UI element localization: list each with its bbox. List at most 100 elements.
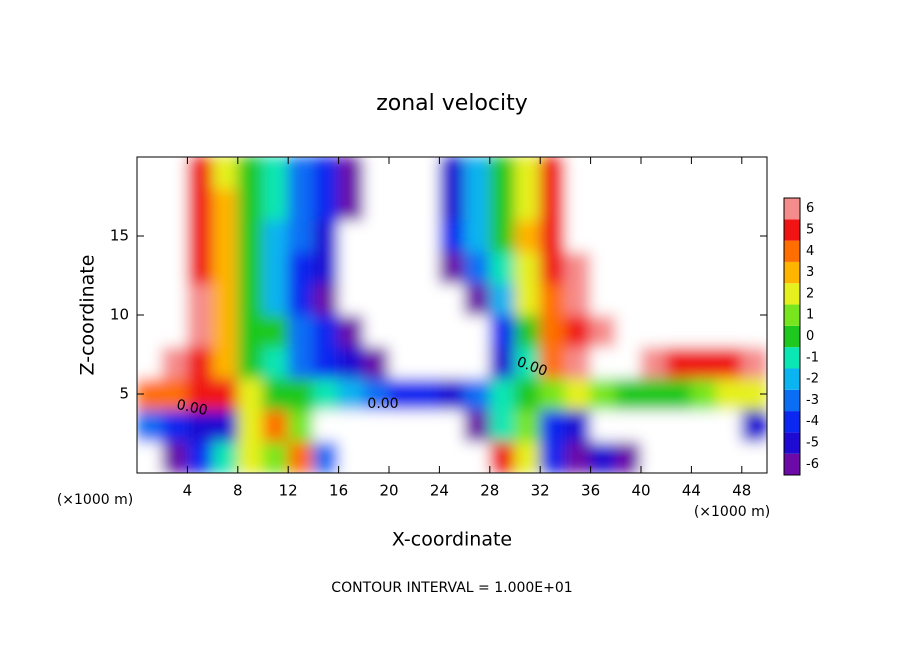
cell — [716, 346, 743, 379]
cell — [464, 314, 491, 348]
cell — [539, 188, 566, 221]
cell — [716, 251, 743, 284]
cell — [287, 251, 314, 284]
cell — [665, 282, 692, 316]
cell — [363, 346, 390, 379]
cell — [262, 282, 289, 316]
cell — [363, 157, 390, 190]
cell — [464, 409, 491, 442]
x-tick-label: 4 — [183, 482, 193, 500]
x-unit-label: (×1000 m) — [694, 504, 770, 520]
cell — [539, 440, 566, 473]
cell — [741, 314, 767, 348]
cell — [564, 282, 592, 316]
cell — [665, 314, 692, 348]
cell — [690, 409, 718, 442]
cell — [338, 219, 365, 253]
cell — [338, 282, 365, 316]
colorbar-swatch — [784, 411, 800, 433]
cell — [741, 346, 767, 379]
cell — [615, 440, 642, 473]
cell — [388, 409, 415, 442]
cell — [338, 440, 365, 473]
cell — [312, 157, 340, 190]
cell — [388, 282, 415, 316]
cell — [438, 251, 466, 284]
cell — [237, 346, 264, 379]
cell — [716, 188, 743, 221]
cell — [665, 157, 692, 190]
cell — [539, 314, 566, 348]
cell — [413, 251, 440, 284]
cell — [262, 157, 289, 190]
cell — [464, 251, 491, 284]
cell — [564, 440, 592, 473]
cell — [388, 157, 415, 190]
cell — [287, 440, 314, 473]
cell — [514, 188, 541, 221]
cell — [413, 314, 440, 348]
cell — [690, 282, 718, 316]
cell — [161, 314, 188, 348]
cell — [186, 188, 214, 221]
cell — [137, 346, 163, 379]
cell — [564, 157, 592, 190]
cell — [640, 346, 667, 379]
cell — [212, 219, 239, 253]
cell — [212, 440, 239, 473]
cell — [312, 314, 340, 348]
cell — [137, 314, 163, 348]
cell — [312, 219, 340, 253]
cell — [590, 157, 617, 190]
cell — [186, 314, 214, 348]
cell — [615, 251, 642, 284]
cell — [464, 219, 491, 253]
colorbar-tick-label: 1 — [806, 308, 814, 323]
colorbar-tick-label: -4 — [806, 414, 819, 429]
cell — [690, 314, 718, 348]
cell — [489, 282, 516, 316]
cell — [741, 440, 767, 473]
cell — [363, 282, 390, 316]
cell — [640, 219, 667, 253]
cell — [312, 188, 340, 221]
cell — [388, 219, 415, 253]
cell — [489, 157, 516, 190]
cell — [186, 282, 214, 316]
cell — [590, 188, 617, 221]
cell — [665, 251, 692, 284]
colorbar-swatch — [784, 368, 800, 390]
cell — [665, 440, 692, 473]
x-tick-label: 44 — [682, 482, 701, 500]
cell — [690, 188, 718, 221]
cell — [716, 219, 743, 253]
cell — [590, 219, 617, 253]
cell — [413, 157, 440, 190]
cell — [590, 251, 617, 284]
colorbar-tick-label: -2 — [806, 372, 819, 387]
cell — [590, 440, 617, 473]
y-tick-label: 15 — [110, 227, 129, 245]
cell — [716, 377, 743, 411]
cell — [438, 440, 466, 473]
cell — [338, 409, 365, 442]
cell — [640, 188, 667, 221]
cell — [438, 219, 466, 253]
colorbar-tick-label: 4 — [806, 244, 814, 259]
colorbar-frame — [783, 197, 801, 476]
cell — [489, 188, 516, 221]
colorbar-swatch — [784, 283, 800, 305]
cell — [539, 409, 566, 442]
cell — [464, 282, 491, 316]
cell — [590, 409, 617, 442]
cell — [363, 409, 390, 442]
cell — [237, 282, 264, 316]
cell — [262, 440, 289, 473]
cell — [489, 346, 516, 379]
cell — [262, 188, 289, 221]
cell — [564, 219, 592, 253]
cell — [312, 282, 340, 316]
cell — [690, 377, 718, 411]
